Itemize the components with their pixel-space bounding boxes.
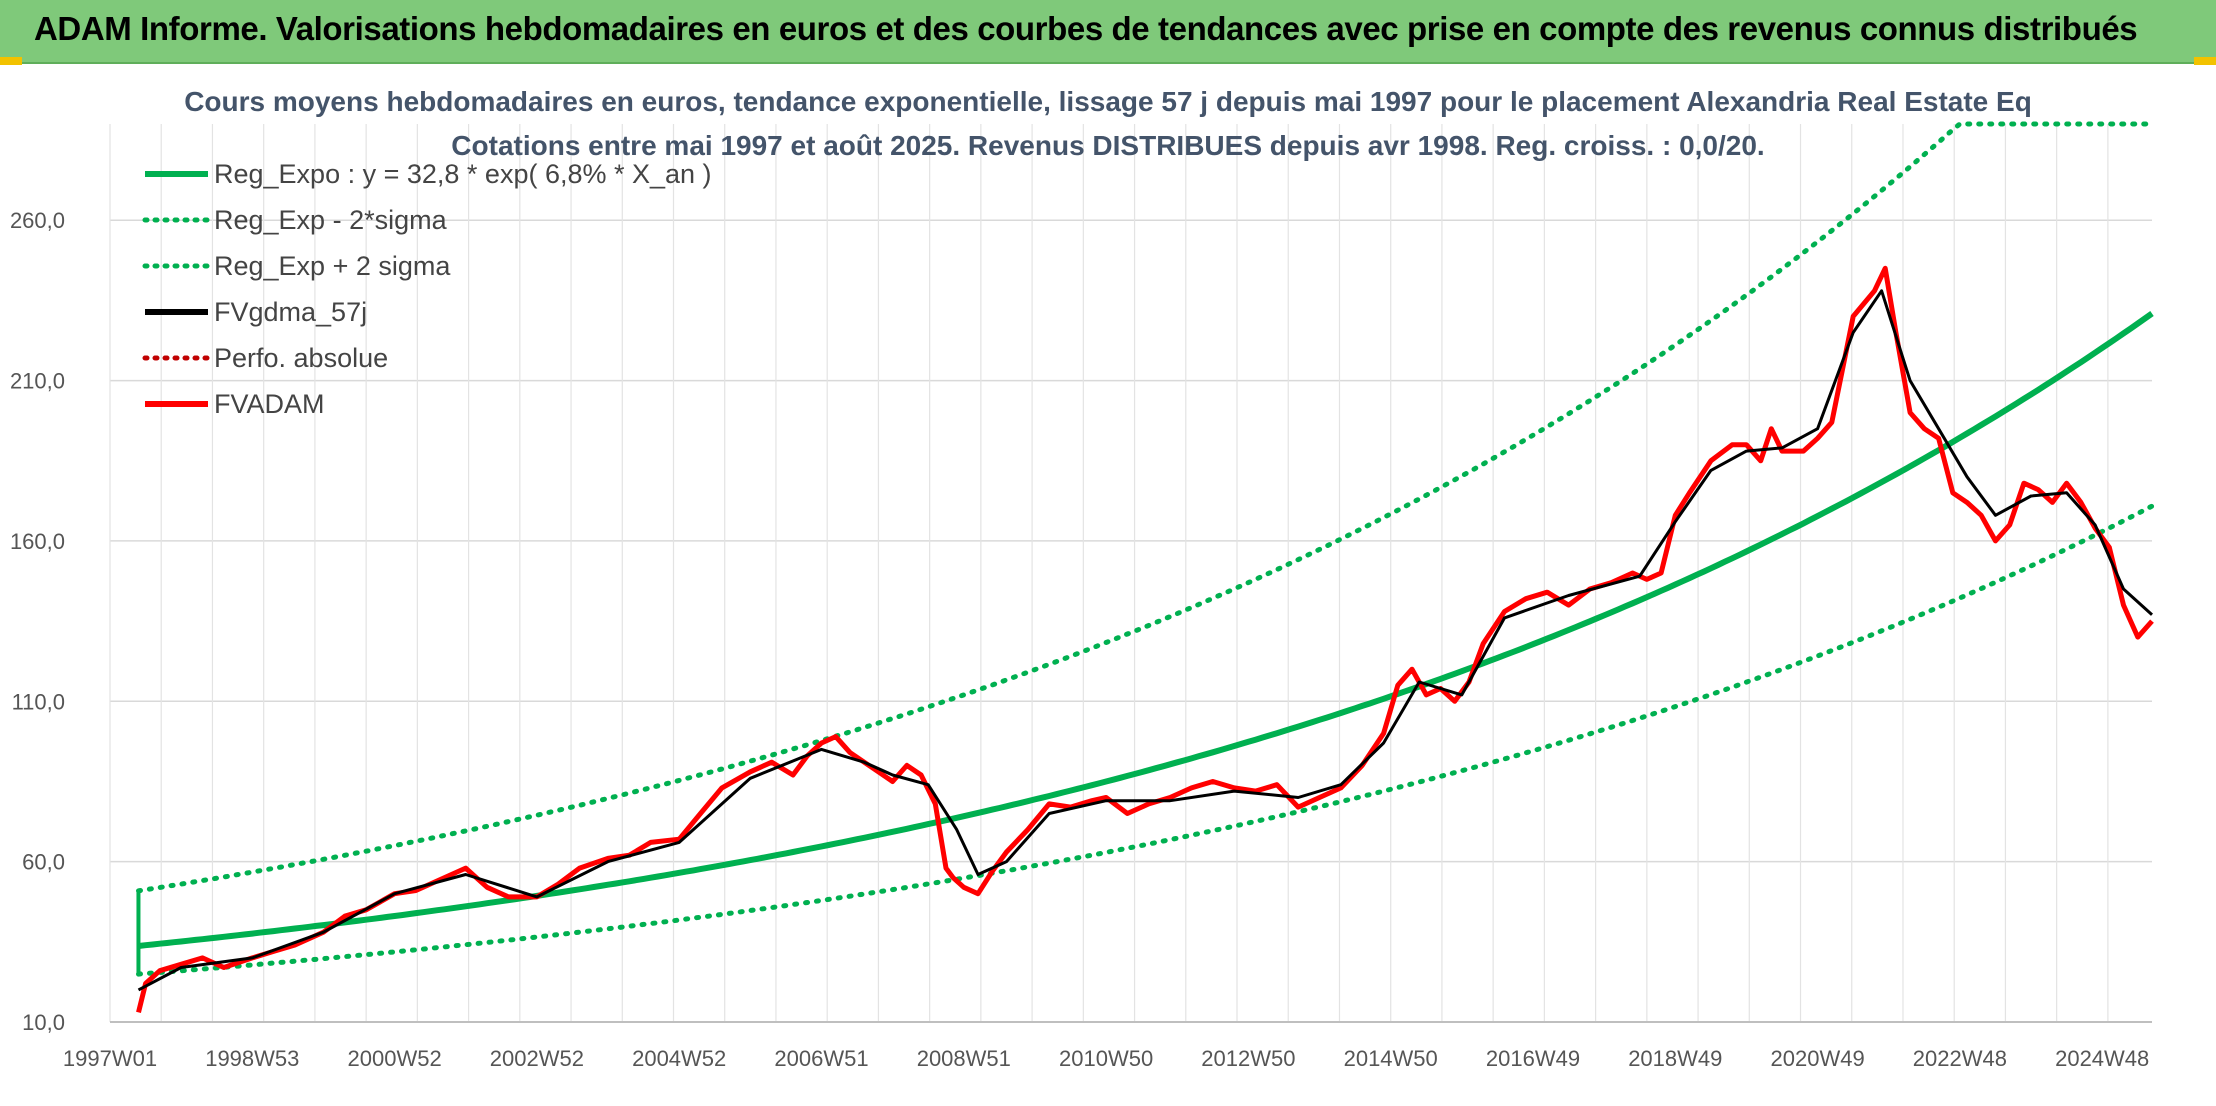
x-tick-label: 2014W50 [1344, 1046, 1438, 1071]
x-tick-label: 2004W52 [632, 1046, 726, 1071]
chart-area: 10,0 60,0 110,0 160,0 210,0 260,0 1997W01 1998W… [0, 64, 2216, 1104]
corner-marker-left [0, 57, 22, 65]
x-tick-label: 2024W48 [2055, 1046, 2149, 1071]
legend-label: Reg_Exp - 2*sigma [214, 205, 448, 235]
chart-title-line1: Cours moyens hebdomadaires en euros, ten… [184, 86, 2032, 117]
legend-label: Reg_Expo : y = 32,8 * exp( 6,8% * X_an ) [214, 159, 712, 189]
y-tick-label: 260,0 [10, 208, 65, 233]
x-tick-label: 2016W49 [1486, 1046, 1580, 1071]
reg-expo-line [138, 311, 2154, 949]
x-tick-label: 2012W50 [1201, 1046, 1295, 1071]
x-tick-label: 2022W48 [1913, 1046, 2007, 1071]
chart-title-line2: Cotations entre mai 1997 et août 2025. R… [451, 130, 1764, 161]
fvgdma-57j-series-line [137, 289, 2154, 992]
x-tick-label: 2002W52 [490, 1046, 584, 1071]
y-tick-label: 210,0 [10, 369, 65, 394]
x-tick-label: 2020W49 [1771, 1046, 1865, 1071]
chart-legend: Reg_Expo : y = 32,8 * exp( 6,8% * X_an )… [142, 159, 712, 419]
y-tick-label: 160,0 [10, 529, 65, 554]
legend-label: FVADAM [214, 389, 325, 419]
line-chart: 10,0 60,0 110,0 160,0 210,0 260,0 1997W01 1998W… [10, 86, 2155, 1071]
x-tick-label: 1998W53 [205, 1046, 299, 1071]
corner-marker-right [2194, 57, 2216, 65]
axis-layer: 10,0 60,0 110,0 160,0 210,0 260,0 1997W01 1998W… [10, 208, 2152, 1071]
reg-exp-plus-2-sigma-line [136, 121, 2155, 894]
y-tick-label: 60,0 [22, 850, 65, 875]
x-tick-label: 2008W51 [917, 1046, 1011, 1071]
x-tick-label: 2018W49 [1628, 1046, 1722, 1071]
reg-exp-minus-2-sigma-line [136, 503, 2155, 977]
report-banner: ADAM Informe. Valorisations hebdomadaire… [0, 0, 2216, 64]
legend-label: Reg_Exp + 2 sigma [214, 251, 451, 281]
x-tick-label: 2006W51 [774, 1046, 868, 1071]
x-tick-label: 1997W01 [63, 1046, 157, 1071]
legend-label: Perfo. absolue [214, 343, 388, 373]
y-tick-label: 10,0 [22, 1010, 65, 1035]
report-title: ADAM Informe. Valorisations hebdomadaire… [34, 10, 2138, 47]
series-layer [136, 121, 2155, 1013]
legend-label: FVgdma_57j [214, 297, 367, 327]
y-tick-label: 110,0 [12, 689, 65, 714]
x-tick-label: 2010W50 [1059, 1046, 1153, 1071]
x-tick-label: 2000W52 [348, 1046, 442, 1071]
